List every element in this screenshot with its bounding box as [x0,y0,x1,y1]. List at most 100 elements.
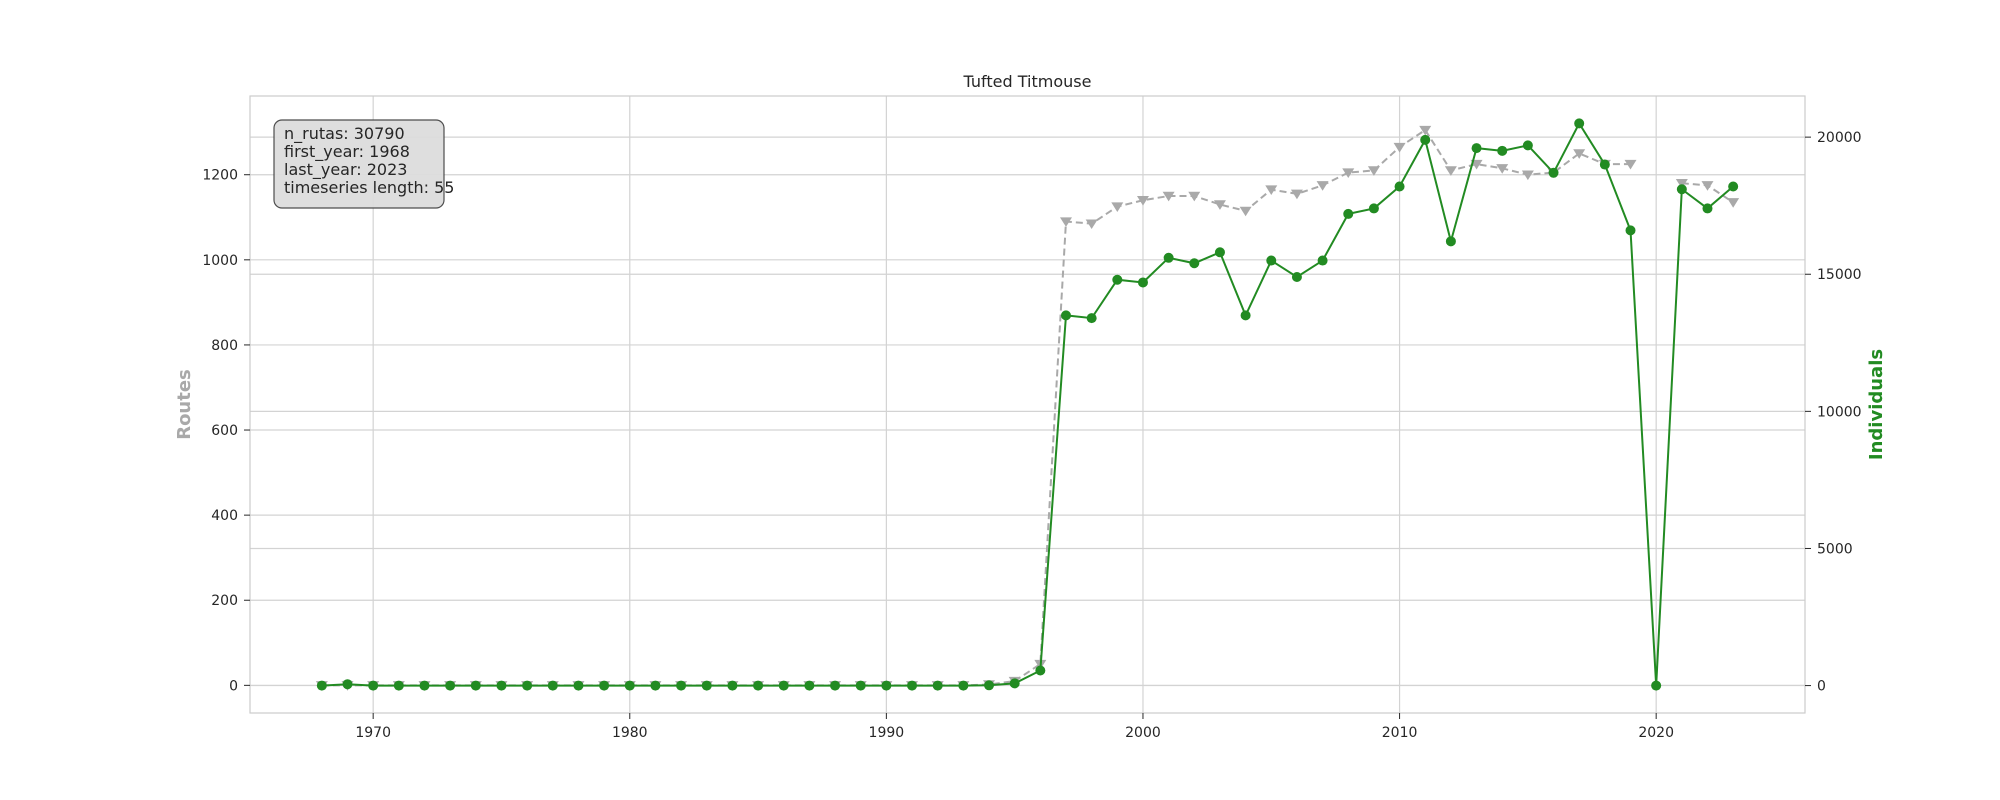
data-point-individuals [1266,255,1277,266]
y-axis-left-ticks: 0 200 400 600 800 1000 1200 [202,168,250,694]
y-axis-right-label: Individuals [1866,349,1887,460]
data-point-individuals [804,680,815,691]
y-right-tick-label: 10000 [1817,404,1862,420]
y-left-tick-label: 0 [229,678,238,694]
y-right-tick-label: 5000 [1817,541,1853,557]
x-tick-label: 1980 [612,725,648,741]
data-point-individuals [1112,274,1123,285]
data-point-routes [1342,168,1355,178]
data-point-individuals [984,680,995,691]
data-point-routes [1136,196,1149,206]
data-point-routes [1111,202,1124,213]
data-point-individuals [1086,313,1097,324]
data-point-individuals [1291,271,1302,282]
data-point-individuals [1394,181,1405,192]
data-point-individuals [1137,277,1148,288]
x-tick-label: 2010 [1382,725,1418,741]
data-point-individuals [368,680,379,691]
data-point-individuals [624,680,635,691]
data-point-individuals [1420,134,1431,145]
data-point-individuals [1574,118,1585,129]
y-left-tick-label: 600 [211,423,238,439]
data-point-individuals [547,680,558,691]
info-box-line: timeseries length: 55 [284,178,454,197]
data-point-individuals [1189,258,1200,269]
info-box-background [273,119,445,209]
data-point-individuals [393,680,404,691]
data-point-routes [1444,166,1457,176]
y-axis-right-ticks: 0 5000 10000 15000 20000 [1805,130,1862,695]
data-point-individuals [881,680,892,691]
y-left-tick-label: 400 [211,508,238,524]
data-point-individuals [1728,181,1739,192]
data-point-individuals [1651,680,1662,691]
data-point-individuals [753,680,764,691]
x-tick-label: 2000 [1125,725,1161,741]
data-point-individuals [1625,225,1636,236]
data-point-routes [1059,217,1072,227]
data-point-routes [1316,181,1329,191]
data-point-routes [1496,164,1509,174]
data-point-individuals [1497,145,1508,156]
data-point-routes [1521,170,1534,181]
data-point-individuals [470,680,481,691]
data-point-individuals [1317,255,1328,266]
y-axis-left-label: Routes [174,369,195,440]
series-layer [315,118,1740,691]
plot-frame [249,95,1806,714]
data-point-individuals [316,680,327,691]
data-point-routes [1727,198,1740,208]
data-point-individuals [855,680,866,691]
data-point-individuals [727,680,738,691]
data-point-individuals [1676,184,1687,195]
data-point-individuals [1368,203,1379,214]
data-point-individuals [701,680,712,691]
info-box-line: n_rutas: 30790 [284,124,405,144]
y-left-tick-label: 1200 [202,168,238,184]
x-tick-label: 2020 [1638,725,1674,741]
data-point-individuals [830,680,841,691]
data-point-individuals [676,680,687,691]
data-point-routes [1162,191,1175,202]
data-point-routes [1188,191,1201,202]
data-point-individuals [573,680,584,691]
data-point-routes [1419,125,1432,136]
x-axis-ticks: 1970 1980 1990 2000 2010 2020 [355,713,1674,741]
data-point-routes [1701,181,1714,191]
data-point-routes [1239,206,1252,217]
x-tick-label: 1990 [869,725,905,741]
data-point-routes [1624,159,1637,170]
data-point-routes [1367,166,1380,176]
data-point-individuals [907,680,918,691]
data-point-individuals [778,680,789,691]
data-point-individuals [342,679,353,690]
data-point-individuals [599,680,610,691]
data-point-individuals [1214,247,1225,258]
y-left-tick-label: 1000 [202,253,238,269]
data-point-individuals [522,680,533,691]
data-point-routes [1675,179,1688,189]
data-point-individuals [1009,678,1020,689]
data-point-individuals [1471,143,1482,154]
data-point-individuals [1240,310,1251,321]
y-left-tick-label: 200 [211,593,238,609]
grid-lines [250,96,1805,713]
data-point-individuals [1060,310,1071,321]
data-point-individuals [1702,203,1713,214]
data-point-individuals [1548,167,1559,178]
data-point-individuals [419,680,430,691]
data-point-individuals [1522,140,1533,151]
data-point-individuals [1163,252,1174,263]
data-point-routes [1085,219,1098,230]
y-left-tick-label: 800 [211,338,238,354]
data-point-routes [1265,185,1278,196]
data-point-routes [1393,142,1406,153]
data-point-individuals [650,680,661,691]
info-box-line: first_year: 1968 [284,142,410,162]
data-point-individuals [1445,236,1456,247]
data-point-routes [1573,149,1586,159]
y-right-tick-label: 15000 [1817,267,1862,283]
series-individuals [316,118,1739,691]
